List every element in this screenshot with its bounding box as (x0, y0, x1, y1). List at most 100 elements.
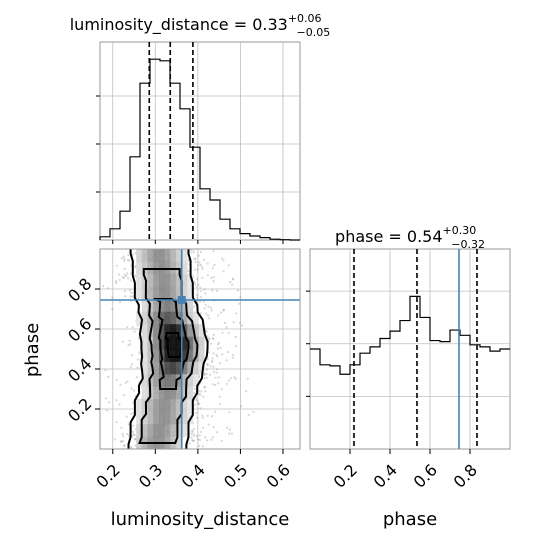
density-cell (153, 374, 160, 387)
density-cell (181, 336, 188, 350)
scatter-point (208, 337, 211, 340)
scatter-point (131, 435, 134, 438)
density-cell (141, 424, 148, 437)
contour-inner (152, 298, 190, 390)
density-cell (170, 299, 177, 312)
scatter-point (214, 383, 217, 387)
scatter-point (222, 259, 225, 262)
scatter-point (221, 353, 224, 356)
scatter-point (211, 436, 214, 439)
density-cell (187, 386, 194, 400)
scatter-point (196, 416, 199, 419)
density-cell (141, 374, 148, 387)
density-cell (170, 399, 177, 412)
density-cell (181, 374, 188, 387)
scatter-point (211, 289, 214, 292)
ld-histogram (99, 58, 300, 241)
scatter-point (223, 321, 227, 325)
scatter-point (233, 376, 236, 379)
scatter-point (196, 268, 199, 271)
scatter-point (239, 296, 242, 299)
scatter-point (210, 276, 213, 279)
scatter-point (230, 432, 234, 435)
density-cell (153, 386, 160, 400)
scatter-point (234, 377, 237, 380)
scatter-point (119, 383, 122, 386)
density-cell (187, 374, 194, 387)
scatter-point (212, 337, 215, 341)
scatter-point (107, 287, 110, 290)
scatter-point (232, 321, 235, 324)
scatter-point (192, 427, 195, 431)
density-cell (187, 361, 194, 375)
density-cell (164, 361, 171, 375)
scatter-point (252, 410, 255, 413)
density-cell (175, 361, 182, 375)
scatter-point (241, 324, 244, 327)
scatter-point (134, 444, 137, 447)
scatter-point (121, 276, 124, 279)
scatter-point (216, 343, 220, 346)
scatter-point (204, 436, 207, 439)
density-cell (181, 249, 188, 262)
scatter-point (203, 288, 206, 291)
density-cell (136, 286, 143, 300)
scatter-point (207, 305, 210, 308)
scatter-point (192, 433, 195, 436)
density-cell (153, 399, 160, 412)
y-tick-label: 0.2 (64, 394, 95, 425)
density-cell (198, 349, 205, 362)
scatter-point (218, 362, 221, 365)
scatter-point (197, 390, 200, 393)
density-cell (170, 261, 177, 275)
scatter-point (130, 412, 133, 416)
density-cell (136, 249, 143, 262)
scatter-point (190, 432, 193, 435)
scatter-point (211, 357, 214, 360)
scatter-point (199, 300, 202, 303)
scatter-point (137, 337, 140, 340)
scatter-point (123, 393, 126, 397)
scatter-point (212, 275, 215, 279)
scatter-point (220, 311, 223, 314)
scatter-point (133, 433, 136, 436)
scatter-point (86, 441, 88, 443)
density-cell (170, 311, 177, 325)
scatter-point (205, 376, 208, 379)
scatter-point (200, 390, 203, 393)
scatter-point (210, 361, 213, 364)
density-cell (136, 399, 143, 412)
density-cell (192, 361, 199, 375)
scatter-point (125, 415, 128, 418)
scatter-point (221, 257, 224, 260)
scatter-point (217, 314, 220, 317)
density-cell (147, 249, 154, 262)
scatter-point (193, 392, 196, 395)
scatter-point (107, 375, 110, 379)
scatter-point (204, 390, 207, 393)
scatter-point (209, 306, 212, 309)
scatter-point (135, 376, 138, 379)
scatter-point (132, 389, 136, 392)
x-tick-label: 0.6 (263, 460, 294, 491)
scatter-point (118, 278, 121, 282)
scatter-point (229, 281, 232, 284)
density-cell (153, 411, 160, 425)
scatter-point (123, 445, 126, 448)
phase-marginal-y-ticks (306, 290, 310, 397)
density-cell (181, 299, 188, 312)
scatter-point (134, 437, 137, 440)
scatter-point (193, 305, 196, 308)
scatter-point (228, 411, 231, 414)
x-tick-label: 0.4 (178, 460, 209, 491)
density-cell (158, 424, 165, 437)
scatter-point (199, 251, 202, 254)
scatter-point (234, 335, 237, 339)
y-tick-label: 0.6 (64, 314, 95, 345)
scatter-point (81, 312, 83, 314)
scatter-point (205, 312, 208, 315)
scatter-point (192, 439, 196, 442)
scatter-point (238, 321, 241, 324)
scatter-point (240, 405, 243, 408)
scatter-point (226, 426, 229, 429)
